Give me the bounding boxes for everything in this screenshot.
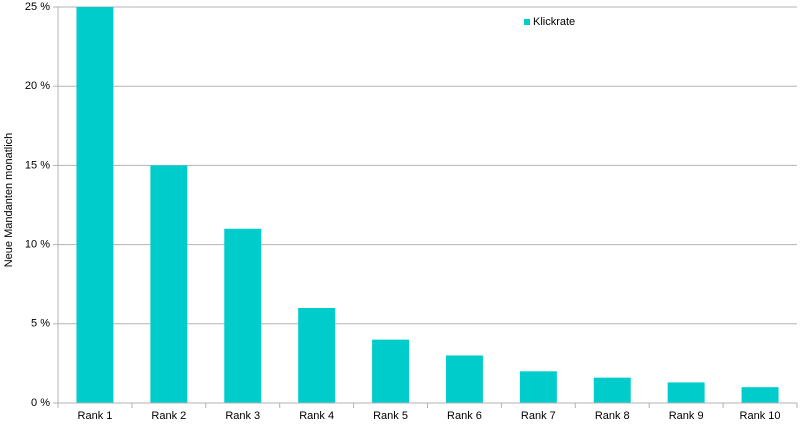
y-tick-label: 25 % (25, 1, 50, 13)
bar (593, 377, 631, 403)
legend-swatch (524, 19, 530, 25)
y-axis-label: Neue Mandanten monatlich (3, 133, 15, 268)
x-tick-label: Rank 6 (447, 410, 482, 422)
x-tick-label: Rank 1 (78, 410, 113, 422)
y-tick-label: 20 % (25, 80, 50, 92)
x-tick-label: Rank 10 (740, 410, 781, 422)
legend-label: Klickrate (533, 16, 575, 28)
bar (224, 228, 262, 403)
bar (667, 382, 705, 403)
x-tick-label: Rank 7 (521, 410, 556, 422)
y-tick-label: 15 % (25, 159, 50, 171)
bar (298, 307, 336, 403)
y-tick-label: 5 % (31, 318, 50, 330)
bar (519, 371, 557, 403)
x-tick-label: Rank 4 (299, 410, 334, 422)
bar (445, 355, 483, 403)
x-tick-label: Rank 3 (225, 410, 260, 422)
y-tick-label: 0 % (31, 397, 50, 409)
bar (76, 7, 114, 403)
y-tick-label: 10 % (25, 239, 50, 251)
x-tick-label: Rank 5 (373, 410, 408, 422)
bar (741, 387, 779, 403)
bar (372, 339, 410, 403)
x-tick-label: Rank 2 (151, 410, 186, 422)
bar (150, 165, 188, 403)
x-tick-label: Rank 8 (595, 410, 630, 422)
x-tick-label: Rank 9 (669, 410, 704, 422)
